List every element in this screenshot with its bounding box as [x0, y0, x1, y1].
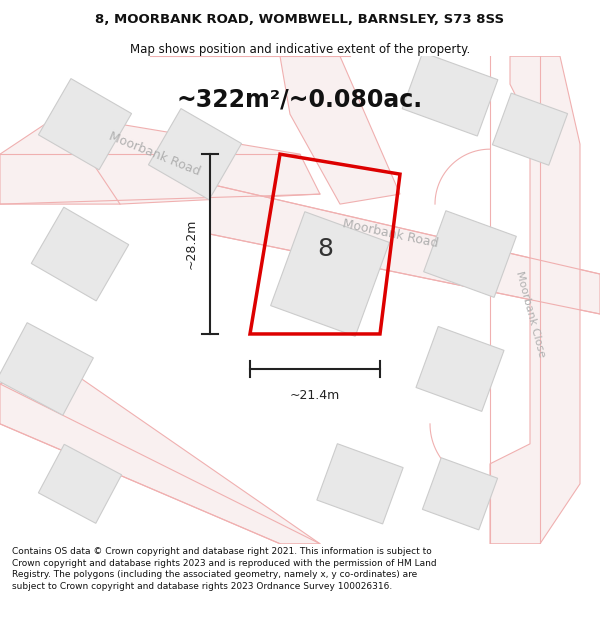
Text: ~28.2m: ~28.2m: [185, 219, 198, 269]
Polygon shape: [490, 56, 580, 544]
Text: Map shows position and indicative extent of the property.: Map shows position and indicative extent…: [130, 42, 470, 56]
Polygon shape: [0, 114, 320, 204]
Polygon shape: [38, 79, 131, 170]
Text: Moorbank Road: Moorbank Road: [107, 130, 203, 179]
Text: Moorbank Road: Moorbank Road: [341, 217, 439, 251]
Text: Contains OS data © Crown copyright and database right 2021. This information is : Contains OS data © Crown copyright and d…: [12, 547, 437, 591]
Polygon shape: [493, 93, 568, 165]
Polygon shape: [31, 208, 129, 301]
Polygon shape: [38, 444, 122, 523]
Text: ~322m²/~0.080ac.: ~322m²/~0.080ac.: [177, 88, 423, 111]
Text: 8, MOORBANK ROAD, WOMBWELL, BARNSLEY, S73 8SS: 8, MOORBANK ROAD, WOMBWELL, BARNSLEY, S7…: [95, 13, 505, 26]
Text: ~21.4m: ~21.4m: [290, 389, 340, 402]
Text: 8: 8: [317, 237, 333, 261]
Polygon shape: [402, 52, 498, 136]
Polygon shape: [0, 322, 94, 415]
Polygon shape: [0, 364, 320, 544]
Polygon shape: [210, 184, 600, 314]
Polygon shape: [317, 444, 403, 524]
Polygon shape: [280, 56, 400, 204]
Polygon shape: [271, 212, 389, 336]
Polygon shape: [422, 458, 497, 530]
Polygon shape: [424, 211, 517, 298]
Text: Moorbank Close: Moorbank Close: [514, 270, 547, 358]
Polygon shape: [416, 326, 504, 411]
Polygon shape: [148, 109, 242, 200]
